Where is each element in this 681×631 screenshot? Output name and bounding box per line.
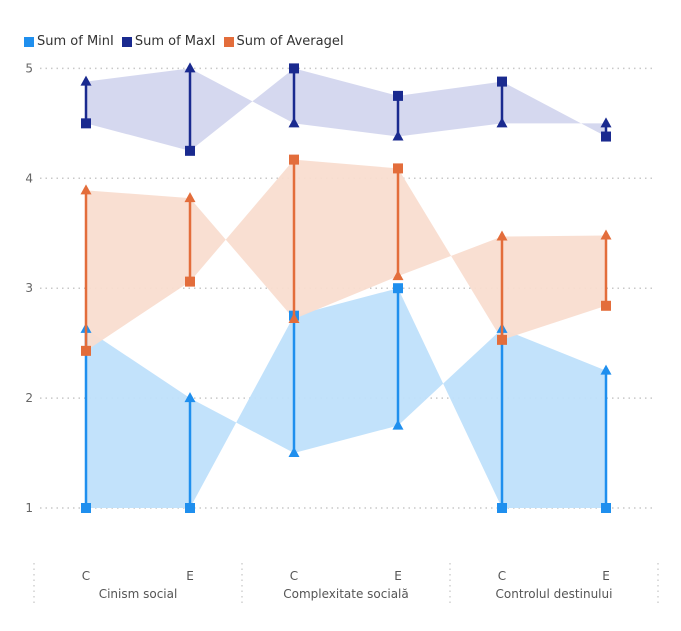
x-tick-label-1-0: C bbox=[290, 569, 298, 583]
end-marker-series1-pt3 bbox=[392, 130, 404, 141]
band-series0-seg0 bbox=[86, 328, 190, 508]
start-marker-series1-pt0 bbox=[81, 118, 91, 129]
y-tick-label-2: 2 bbox=[25, 391, 33, 405]
x-tick-label-1-1: E bbox=[394, 569, 402, 583]
end-marker-series2-pt0 bbox=[80, 184, 92, 195]
x-tick-label-2-0: C bbox=[498, 569, 506, 583]
legend-swatch-max bbox=[121, 36, 132, 47]
band-series0-seg4 bbox=[502, 328, 606, 508]
end-marker-series1-pt5 bbox=[600, 117, 612, 128]
band-series2-seg2 bbox=[294, 159, 398, 319]
band-series0-seg2 bbox=[294, 288, 398, 454]
start-marker-series2-pt4 bbox=[497, 334, 507, 345]
start-marker-series1-pt1 bbox=[185, 145, 195, 156]
end-marker-series2-pt4 bbox=[496, 230, 508, 241]
start-marker-series0-pt3 bbox=[393, 283, 403, 294]
end-marker-series2-pt5 bbox=[600, 229, 612, 240]
start-marker-series1-pt3 bbox=[393, 90, 403, 101]
start-marker-series2-pt3 bbox=[393, 163, 403, 174]
start-marker-series0-pt0 bbox=[81, 503, 91, 513]
legend-label-average: Sum of AverageI bbox=[236, 34, 344, 49]
end-marker-series2-pt1 bbox=[184, 192, 196, 203]
band-series0-seg1 bbox=[190, 315, 294, 508]
end-marker-series2-pt3 bbox=[392, 270, 404, 281]
end-marker-series1-pt1 bbox=[184, 62, 196, 73]
band-series1-seg2 bbox=[294, 68, 398, 137]
band-series0-seg3 bbox=[398, 288, 502, 508]
x-tick-label-2-1: E bbox=[602, 569, 610, 583]
y-tick-label-5: 5 bbox=[25, 61, 33, 75]
end-marker-series0-pt2 bbox=[288, 447, 300, 458]
y-tick-label-1: 1 bbox=[25, 501, 33, 515]
x-tick-label-0-1: E bbox=[186, 569, 194, 583]
band-series2-seg1 bbox=[190, 159, 294, 319]
legend-swatch-average bbox=[223, 36, 234, 47]
group-label-0: Cinism social bbox=[99, 587, 178, 601]
start-marker-series1-pt5 bbox=[601, 131, 611, 142]
start-marker-series1-pt2 bbox=[289, 63, 299, 74]
band-series2-seg4 bbox=[502, 235, 606, 340]
legend: Sum of MinI Sum of MaxI Sum of AverageI bbox=[24, 34, 344, 49]
x-tick-label-0-0: C bbox=[82, 569, 90, 583]
band-series1-seg4 bbox=[502, 81, 606, 137]
legend-swatch-min bbox=[24, 36, 34, 47]
band-series1-seg3 bbox=[398, 81, 502, 137]
legend-item-average[interactable]: Sum of AverageI bbox=[223, 34, 344, 49]
start-marker-series0-pt1 bbox=[185, 503, 195, 513]
y-tick-label-4: 4 bbox=[25, 171, 33, 185]
end-marker-series0-pt5 bbox=[600, 364, 612, 375]
start-marker-series2-pt2 bbox=[289, 154, 299, 165]
band-series2-seg3 bbox=[398, 168, 502, 340]
start-marker-series2-pt0 bbox=[81, 345, 91, 356]
band-series1-seg1 bbox=[190, 68, 294, 151]
start-marker-series2-pt1 bbox=[185, 276, 195, 287]
start-marker-series1-pt4 bbox=[497, 76, 507, 87]
legend-item-min[interactable]: Sum of MinI bbox=[24, 34, 114, 49]
end-marker-series0-pt3 bbox=[392, 419, 404, 430]
legend-item-max[interactable]: Sum of MaxI bbox=[121, 34, 216, 49]
end-marker-series2-pt2 bbox=[288, 312, 300, 323]
y-tick-label-3: 3 bbox=[25, 281, 33, 295]
end-marker-series1-pt4 bbox=[496, 117, 508, 128]
start-marker-series0-pt4 bbox=[497, 503, 507, 513]
group-label-2: Controlul destinului bbox=[496, 587, 613, 601]
band-series2-seg0 bbox=[86, 190, 190, 351]
band-series1-seg0 bbox=[86, 68, 190, 151]
end-marker-series1-pt0 bbox=[80, 75, 92, 86]
legend-label-max: Sum of MaxI bbox=[134, 34, 216, 49]
start-marker-series2-pt5 bbox=[601, 300, 611, 311]
group-label-1: Complexitate socială bbox=[283, 587, 409, 601]
end-marker-series0-pt1 bbox=[184, 392, 196, 403]
legend-label-min: Sum of MinI bbox=[37, 34, 114, 49]
start-marker-series0-pt5 bbox=[601, 503, 611, 513]
end-marker-series1-pt2 bbox=[288, 117, 300, 128]
